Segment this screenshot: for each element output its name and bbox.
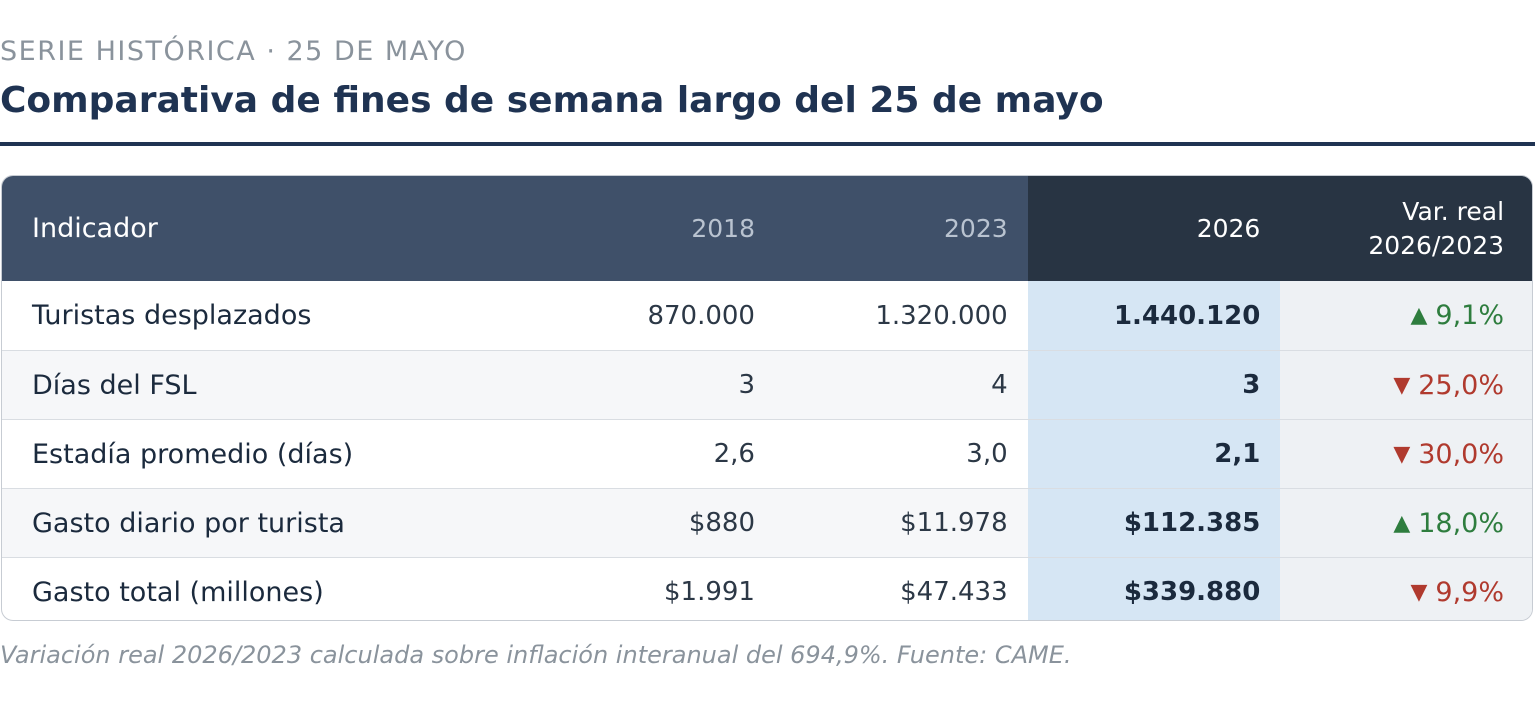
value-2026: $112.385 (1027, 489, 1281, 557)
indicator-label: Estadía promedio (días) (32, 438, 354, 470)
variation-cell: ▲ 18,0% (1280, 489, 1532, 557)
value-2026: 3 (1027, 351, 1281, 419)
triangle-down-icon: ▼ (1410, 579, 1428, 605)
value-2026: 1.440.120 (1027, 281, 1281, 350)
value-2023: $11.978 (774, 489, 1028, 557)
comparison-table: Indicador 2018 2023 2026 Var. real 2026/… (1, 175, 1533, 621)
footnote: Variación real 2026/2023 calculada sobre… (0, 641, 1072, 669)
variation-cell: ▼ 30,0% (1280, 420, 1532, 488)
triangle-down-icon: ▼ (1393, 372, 1411, 398)
value-2026: 2,1 (1027, 420, 1281, 488)
value-2023: 3,0 (966, 439, 1008, 469)
variation-value: 9,9% (1435, 576, 1505, 608)
variation-cell: ▲ 9,1% (1280, 281, 1532, 350)
header-2023: 2023 (944, 214, 1008, 243)
value-2023: 4 (774, 351, 1028, 419)
header-indicador: Indicador (32, 213, 158, 244)
header-2018: 2018 (691, 214, 755, 243)
variation-value: 25,0% (1418, 369, 1505, 401)
table-row: Gasto diario por turista $880 $11.978 $1… (2, 488, 1532, 557)
indicator-label: Turistas desplazados (32, 300, 312, 331)
variation-cell: ▼ 25,0% (1280, 351, 1532, 419)
value-2018: $1.991 (664, 577, 755, 607)
table-row: Estadía promedio (días) 2,6 3,0 2,1 ▼ 30… (2, 419, 1532, 488)
variation-value: 30,0% (1418, 438, 1505, 470)
table-row: Turistas desplazados 870.000 1.320.000 1… (2, 281, 1532, 350)
value-2023: 1.320.000 (875, 300, 1008, 331)
triangle-down-icon: ▼ (1393, 441, 1411, 467)
value-2018: 3 (521, 351, 775, 419)
value-2018: $880 (521, 489, 775, 557)
triangle-up-icon: ▲ (1393, 510, 1411, 536)
indicator-label: Gasto diario por turista (2, 489, 522, 557)
variation-value: 9,1% (1435, 300, 1505, 331)
value-2026: $339.880 (1027, 558, 1281, 620)
triangle-up-icon: ▲ (1410, 303, 1428, 328)
section-kicker: SERIE HISTÓRICA · 25 DE MAYO (0, 36, 467, 67)
page-title: Comparativa de fines de semana largo del… (0, 80, 1104, 121)
value-2023: $47.433 (900, 577, 1008, 607)
table-header-row: Indicador 2018 2023 2026 Var. real 2026/… (2, 176, 1532, 281)
indicator-label: Gasto total (millones) (32, 576, 324, 608)
table-row: Días del FSL 3 4 3 ▼ 25,0% (2, 350, 1532, 419)
title-divider (0, 142, 1535, 146)
table-row: Gasto total (millones) $1.991 $47.433 $3… (2, 557, 1532, 620)
header-2026: 2026 (1027, 176, 1281, 281)
indicator-label: Días del FSL (2, 351, 522, 419)
value-2018: 2,6 (713, 439, 755, 469)
variation-value: 18,0% (1418, 507, 1505, 539)
variation-cell: ▼ 9,9% (1280, 558, 1532, 620)
header-var-real-line2: 2026/2023 (1368, 230, 1505, 260)
value-2018: 870.000 (647, 300, 755, 331)
header-var-real-line1: Var. real (1402, 196, 1505, 226)
header-var-real: Var. real 2026/2023 (1280, 176, 1532, 281)
